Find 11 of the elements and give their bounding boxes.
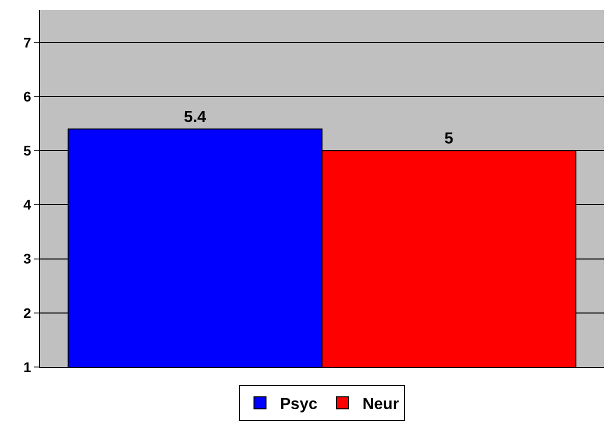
data-label: 5.4: [184, 109, 206, 126]
y-tick-label: 1: [23, 358, 32, 375]
data-label: 5: [444, 130, 454, 148]
y-tick-label: 3: [23, 250, 32, 267]
y-tick-label: 5: [23, 142, 32, 159]
legend-label: Neur: [362, 396, 399, 413]
y-tick-label: 4: [23, 196, 32, 213]
y-tick-label: 7: [23, 34, 32, 50]
legend-label: Psyc: [280, 396, 318, 413]
y-tick-label: 6: [23, 88, 32, 104]
y-tick-label: 2: [23, 304, 32, 321]
